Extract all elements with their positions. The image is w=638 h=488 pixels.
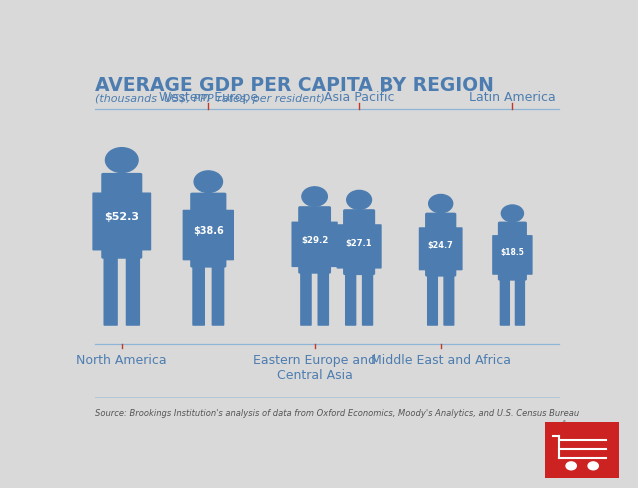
FancyBboxPatch shape <box>336 225 346 269</box>
FancyBboxPatch shape <box>139 193 151 251</box>
Text: $52.3: $52.3 <box>104 211 139 222</box>
FancyBboxPatch shape <box>103 257 118 326</box>
Text: Middle East and Africa: Middle East and Africa <box>371 353 510 366</box>
Text: ■: ■ <box>568 435 597 464</box>
FancyBboxPatch shape <box>223 210 234 261</box>
FancyBboxPatch shape <box>192 266 205 326</box>
Circle shape <box>105 148 138 173</box>
Text: Western Europe: Western Europe <box>159 91 258 103</box>
FancyBboxPatch shape <box>492 236 501 275</box>
FancyBboxPatch shape <box>524 236 533 275</box>
Circle shape <box>429 195 453 213</box>
FancyBboxPatch shape <box>515 279 525 326</box>
FancyBboxPatch shape <box>427 275 438 326</box>
FancyBboxPatch shape <box>101 174 142 259</box>
Circle shape <box>501 205 523 223</box>
Text: Asia Pacific: Asia Pacific <box>324 91 394 103</box>
Text: 4: 4 <box>560 419 567 428</box>
FancyBboxPatch shape <box>93 193 104 251</box>
FancyBboxPatch shape <box>343 210 375 276</box>
FancyBboxPatch shape <box>425 213 456 277</box>
Text: Eastern Europe and
Central Asia: Eastern Europe and Central Asia <box>253 353 376 382</box>
FancyBboxPatch shape <box>454 228 463 271</box>
Circle shape <box>346 191 371 210</box>
Text: $27.1: $27.1 <box>346 238 373 247</box>
FancyBboxPatch shape <box>544 421 621 480</box>
FancyBboxPatch shape <box>292 222 301 267</box>
Text: AVERAGE GDP PER CAPITA BY REGION: AVERAGE GDP PER CAPITA BY REGION <box>94 76 493 95</box>
Circle shape <box>566 462 576 470</box>
Circle shape <box>588 462 598 470</box>
FancyBboxPatch shape <box>300 272 312 326</box>
Text: $24.7: $24.7 <box>428 241 454 250</box>
FancyBboxPatch shape <box>419 228 428 271</box>
FancyBboxPatch shape <box>126 257 140 326</box>
Text: $29.2: $29.2 <box>301 236 329 245</box>
Text: North America: North America <box>77 353 167 366</box>
Text: $18.5: $18.5 <box>500 247 524 256</box>
Circle shape <box>194 172 223 193</box>
Text: $38.6: $38.6 <box>193 225 224 236</box>
FancyBboxPatch shape <box>345 273 357 326</box>
FancyBboxPatch shape <box>328 222 338 267</box>
FancyBboxPatch shape <box>182 210 193 261</box>
FancyBboxPatch shape <box>212 266 225 326</box>
Circle shape <box>302 187 327 207</box>
FancyBboxPatch shape <box>318 272 329 326</box>
FancyBboxPatch shape <box>498 222 527 281</box>
FancyBboxPatch shape <box>298 207 331 274</box>
Text: Source: Brookings Institution's analysis of data from Oxford Economics, Moody's : Source: Brookings Institution's analysis… <box>94 408 579 417</box>
FancyBboxPatch shape <box>362 273 373 326</box>
FancyBboxPatch shape <box>372 225 382 269</box>
FancyBboxPatch shape <box>500 279 510 326</box>
FancyBboxPatch shape <box>190 193 226 268</box>
Text: Latin America: Latin America <box>469 91 556 103</box>
FancyBboxPatch shape <box>443 275 454 326</box>
Text: (thousands  US$, PPP rates, per resident): (thousands US$, PPP rates, per resident) <box>94 94 325 104</box>
